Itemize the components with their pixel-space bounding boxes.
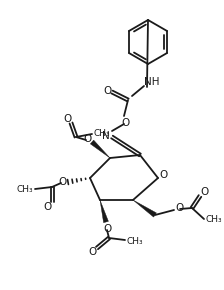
- Polygon shape: [100, 200, 108, 223]
- Text: O: O: [159, 170, 167, 180]
- Text: O: O: [175, 203, 183, 213]
- Text: O: O: [43, 202, 51, 212]
- Text: N: N: [102, 131, 110, 141]
- Text: O: O: [104, 224, 112, 234]
- Text: CH₃: CH₃: [17, 186, 33, 195]
- Text: CH₃: CH₃: [127, 237, 143, 246]
- Polygon shape: [133, 200, 156, 217]
- Text: O: O: [103, 86, 111, 96]
- Text: CH₃: CH₃: [206, 215, 222, 224]
- Text: O: O: [88, 247, 96, 257]
- Text: O: O: [201, 187, 209, 197]
- Text: O: O: [58, 177, 66, 187]
- Text: CH₃: CH₃: [94, 130, 110, 139]
- Text: O: O: [83, 134, 91, 144]
- Text: O: O: [121, 118, 129, 128]
- Text: NH: NH: [144, 77, 160, 87]
- Text: O: O: [63, 114, 71, 124]
- Polygon shape: [90, 140, 110, 158]
